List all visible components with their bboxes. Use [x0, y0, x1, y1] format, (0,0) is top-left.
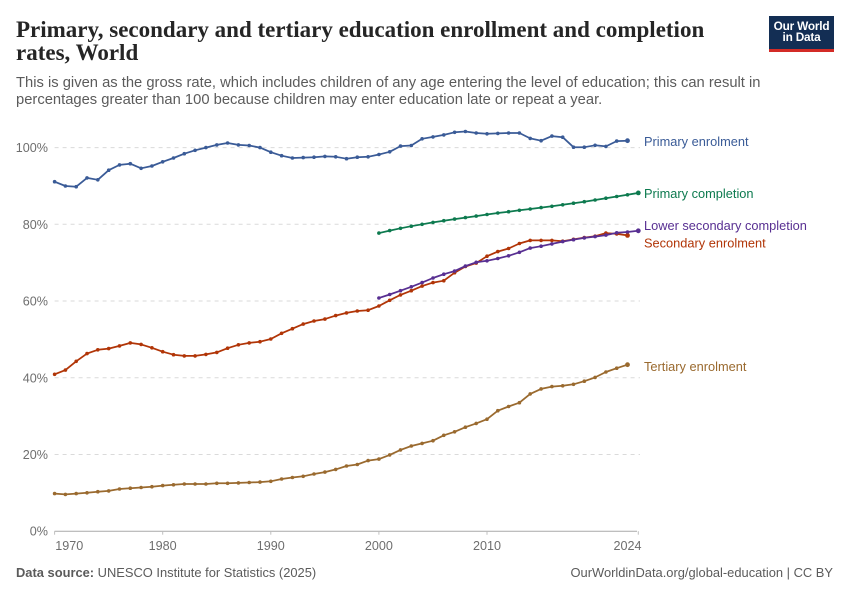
svg-text:100%: 100%: [16, 141, 48, 155]
svg-text:Secondary enrolment: Secondary enrolment: [644, 236, 766, 251]
svg-text:Primary enrolment: Primary enrolment: [644, 134, 749, 149]
svg-text:Primary completion: Primary completion: [644, 186, 754, 201]
svg-text:1990: 1990: [257, 539, 285, 553]
svg-text:2000: 2000: [365, 539, 393, 553]
svg-text:1980: 1980: [149, 539, 177, 553]
svg-text:Lower secondary completion: Lower secondary completion: [644, 218, 807, 233]
svg-text:Tertiary enrolment: Tertiary enrolment: [644, 359, 747, 374]
svg-text:1970: 1970: [55, 539, 83, 553]
svg-text:0%: 0%: [30, 525, 48, 539]
svg-text:2010: 2010: [473, 539, 501, 553]
svg-text:60%: 60%: [23, 295, 48, 309]
svg-text:20%: 20%: [23, 448, 48, 462]
svg-text:80%: 80%: [23, 218, 48, 232]
svg-text:2024: 2024: [613, 539, 641, 553]
svg-text:40%: 40%: [23, 371, 48, 385]
